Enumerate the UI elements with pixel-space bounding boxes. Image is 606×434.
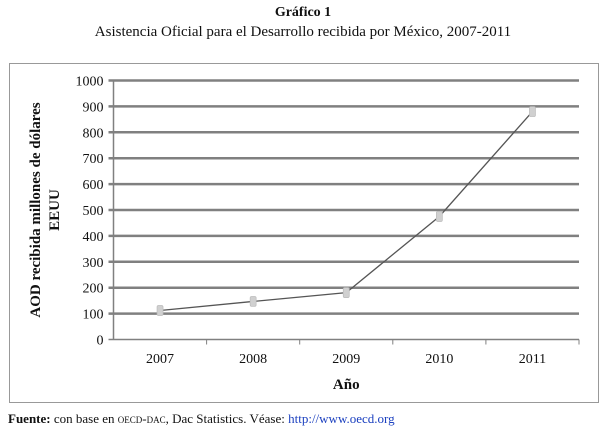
y-axis-title: AOD recibida millones de dólares EEUU <box>28 102 63 317</box>
y-tick-label: 500 <box>83 204 104 219</box>
chart-title: Gráfico 1 <box>274 5 332 20</box>
x-tick-label: 2009 <box>332 352 360 367</box>
y-tick-label: 700 <box>83 152 104 167</box>
y-tick-label: 400 <box>83 230 104 245</box>
y-axis-title-line: AOD recibida millones de dólares <box>28 102 44 317</box>
source-link[interactable]: http://www.oecd.org <box>288 411 395 426</box>
x-axis-title: Año <box>333 377 360 393</box>
y-tick-label: 600 <box>83 178 104 193</box>
source-text: con base en <box>50 411 118 426</box>
source-org: oecd-dac <box>117 411 166 426</box>
y-tick-label: 800 <box>83 126 104 141</box>
data-point <box>249 296 257 307</box>
source-label: Fuente: <box>8 411 51 426</box>
y-tick-label: 300 <box>83 256 104 271</box>
x-tick-label: 2007 <box>146 352 174 367</box>
y-tick-label: 200 <box>83 282 104 297</box>
data-point <box>156 305 164 316</box>
data-point <box>436 211 443 222</box>
data-point <box>342 287 350 298</box>
y-tick-label: 1000 <box>76 75 104 90</box>
x-tick-label: 2011 <box>519 352 546 367</box>
source-note: Fuente: con base en oecd-dac, Dac Statis… <box>8 411 395 427</box>
y-tick-label: 900 <box>83 100 104 115</box>
x-tick-label: 2008 <box>239 352 267 367</box>
x-tick-label: 2010 <box>425 352 453 367</box>
source-text-after: , Dac Statistics. Véase: <box>165 411 289 426</box>
y-tick-label: 0 <box>97 334 104 349</box>
y-axis-title-line: EEUU <box>47 189 63 231</box>
y-tick-label: 100 <box>83 308 104 323</box>
chart-subtitle: Asistencia Oficial para el Desarrollo re… <box>94 24 512 40</box>
data-point <box>529 106 536 117</box>
chart-frame <box>9 63 599 403</box>
